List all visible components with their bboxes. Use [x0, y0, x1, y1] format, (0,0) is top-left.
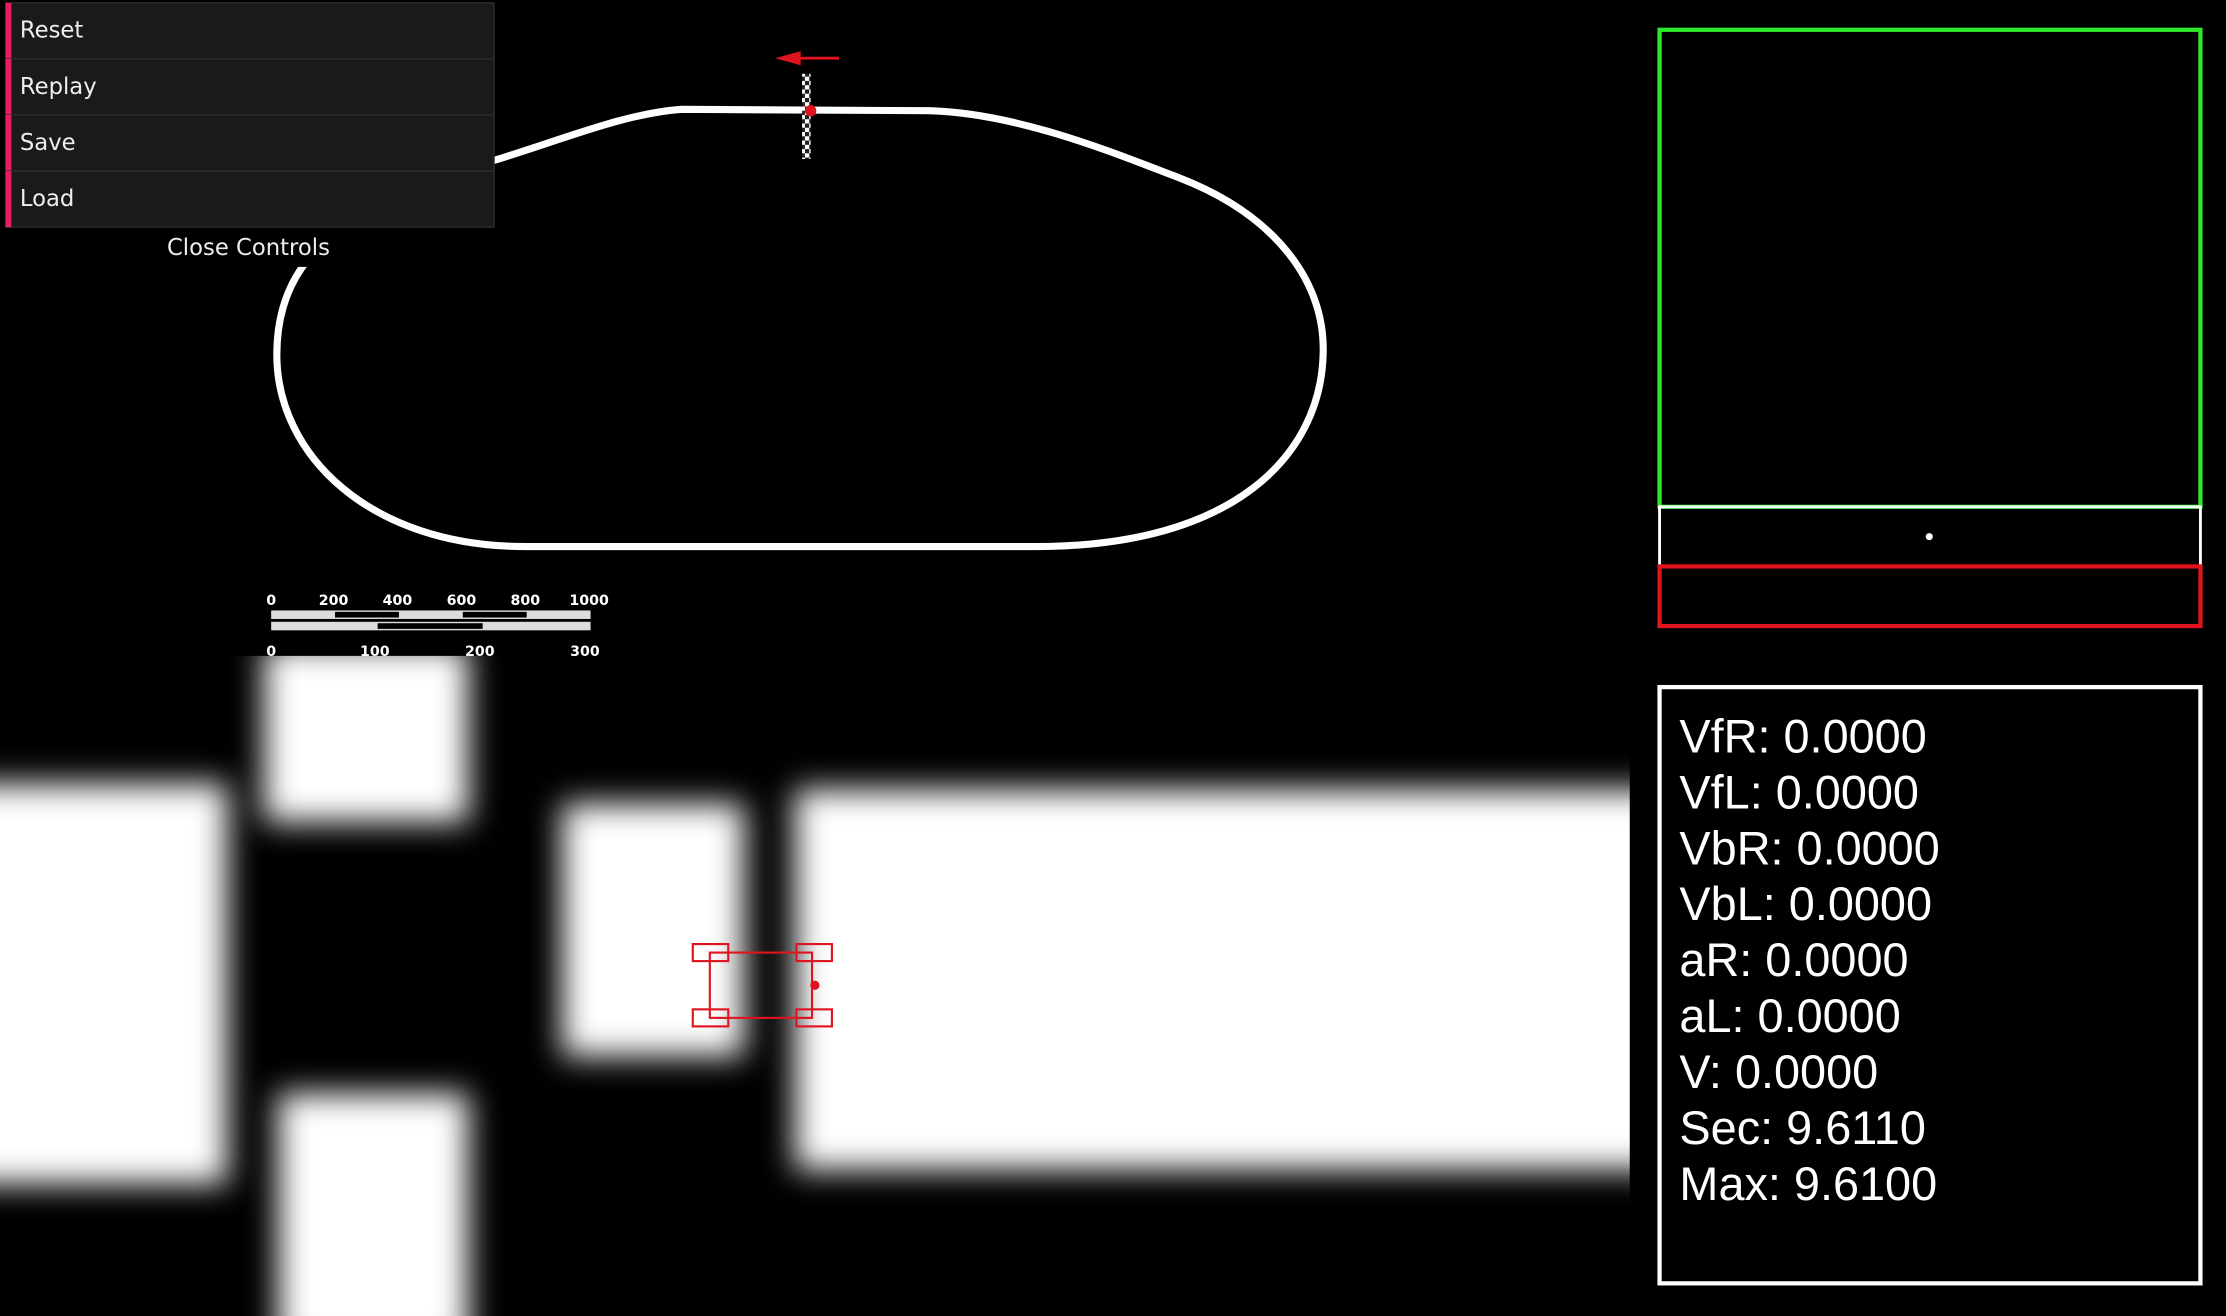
scale-label: 100 [360, 644, 390, 660]
scale-label: 200 [319, 593, 349, 609]
camera-view [0, 655, 1630, 1316]
menu-accent [5, 114, 12, 172]
stat-line: VfL: 0.0000 [1679, 766, 1919, 818]
menu-item[interactable]: Reset [4, 2, 495, 60]
stat-line: Sec: 9.6110 [1679, 1102, 1925, 1154]
menu-row [4, 58, 495, 116]
scale-label: 200 [465, 644, 495, 660]
status-dot [1925, 533, 1933, 541]
menu-accent [5, 2, 12, 59]
menu-item[interactable]: Load [4, 170, 495, 228]
controls-menu: Reset Replay Save Load Close Controls [0, 0, 495, 267]
direction-arrow [775, 51, 840, 66]
scale-label: 0 [266, 593, 276, 609]
menu-row [4, 170, 495, 228]
scale-label: 600 [447, 593, 477, 609]
menu-label: Save [20, 130, 76, 156]
stat-line: VbR: 0.0000 [1679, 822, 1939, 874]
stat-line: Max: 9.6100 [1679, 1158, 1937, 1210]
close-controls[interactable]: Close Controls [167, 235, 330, 261]
scale-label: 0 [266, 644, 276, 660]
start-line [802, 73, 811, 159]
menu-row [4, 114, 495, 172]
menu-accent [5, 171, 12, 228]
stats-box [1657, 684, 2203, 1286]
menu-label: Reset [20, 18, 84, 44]
scale-label: 800 [510, 593, 540, 609]
scale-label: 300 [570, 644, 600, 660]
scale-bar: 0 200 400 600 800 1000 0 100 200 300 [266, 593, 609, 660]
stat-line: V: 0.0000 [1679, 1046, 1878, 1098]
alert-box [1657, 564, 2203, 629]
menu-label: Replay [20, 74, 97, 100]
car [691, 942, 833, 1028]
menu-item[interactable]: Replay [4, 58, 495, 116]
stat-line: aL: 0.0000 [1679, 990, 1900, 1042]
menu-row [4, 2, 495, 60]
car-marker [804, 105, 817, 117]
scale-label: 400 [383, 593, 413, 609]
stat-line: VfR: 0.0000 [1679, 710, 1926, 762]
stat-line: aR: 0.0000 [1679, 934, 1908, 986]
menu-label: Load [20, 186, 74, 212]
menu-accent [5, 58, 12, 115]
stat-line: VbL: 0.0000 [1679, 878, 1932, 930]
menu-item[interactable]: Save [4, 114, 495, 172]
scale-label: 1000 [569, 593, 609, 609]
